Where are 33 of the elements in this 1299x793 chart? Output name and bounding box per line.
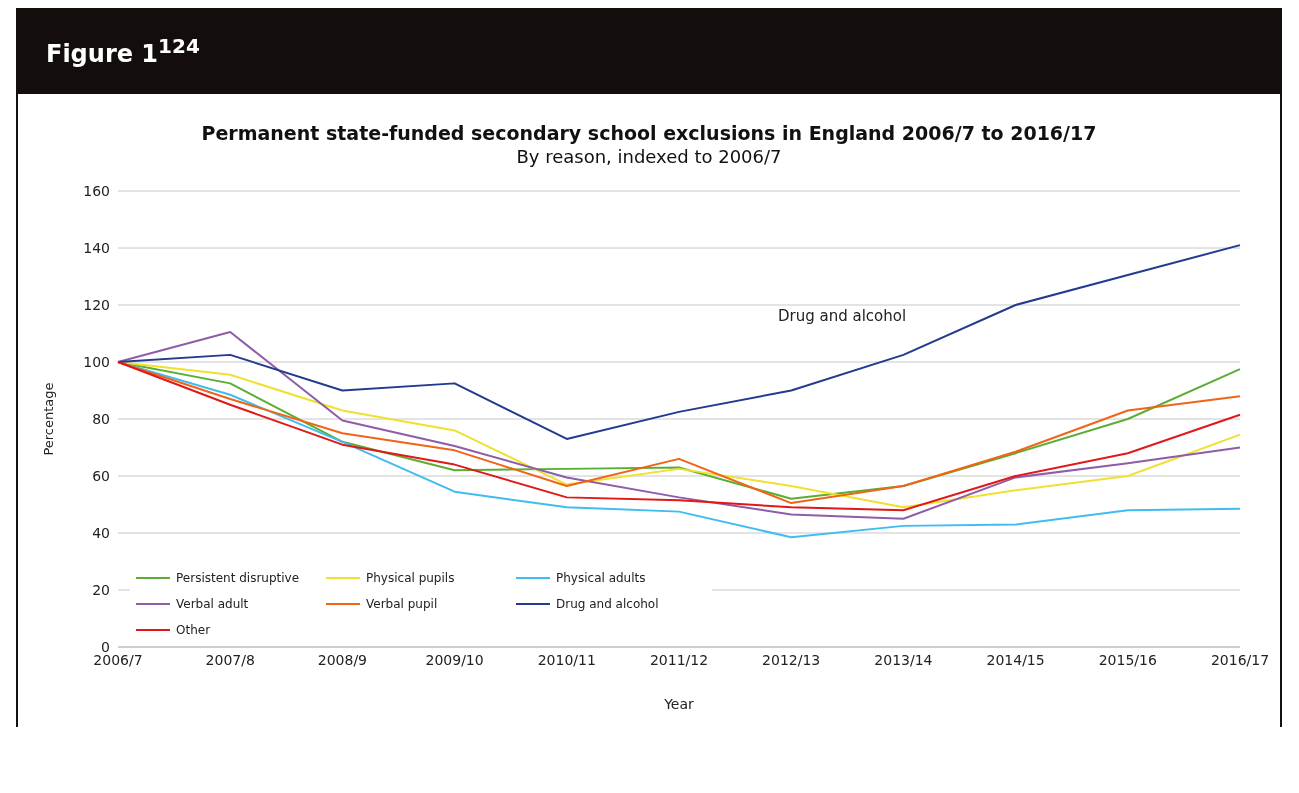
annotation: Drug and alcohol [778, 307, 907, 325]
x-tick-label: 2015/16 [1098, 651, 1157, 668]
y-tick-label: 20 [92, 581, 110, 598]
legend-label: Other [176, 623, 211, 637]
y-tick-label: 120 [83, 296, 110, 313]
x-tick-label: 2008/9 [317, 651, 368, 668]
legend-label: Physical adults [556, 571, 646, 585]
legend-label: Verbal adult [176, 597, 249, 611]
legend-label: Drug and alcohol [556, 597, 659, 611]
y-tick-label: 60 [92, 467, 110, 484]
x-tick-label: 2016/17 [1210, 651, 1270, 668]
y-tick-label: 40 [92, 524, 110, 541]
x-tick-label: 2012/13 [762, 651, 821, 668]
caption: Figure 1$^{124}$ [46, 34, 200, 68]
y-tick-label: 100 [83, 353, 110, 370]
chart-title: Permanent state-funded secondary school exclusions in England 2006/7 to 2016/17 [200, 121, 1098, 144]
line-series [117, 331, 1241, 520]
x-tick-label: 2013/14 [874, 651, 933, 668]
line-series [117, 244, 1241, 440]
x-tick-label: 2011/12 [649, 651, 709, 668]
y-tick-label: 160 [83, 182, 110, 199]
x-tick-label: 2010/11 [537, 651, 596, 668]
y-tick-label: 80 [92, 410, 110, 427]
y-axis-title: Percentage [40, 382, 56, 456]
x-tick-label: 2007/8 [205, 651, 255, 668]
legend-label: Physical pupils [366, 571, 455, 585]
y-tick-label: 140 [83, 239, 110, 256]
legend-label: Persistent disruptive [176, 571, 300, 585]
legend-label: Verbal pupil [366, 597, 438, 611]
chart-subtitle: By reason, indexed to 2006/7 [515, 146, 783, 167]
x-tick-label: 2014/15 [986, 651, 1045, 668]
x-tick-label: 2009/10 [425, 651, 484, 668]
x-axis-title: Year [663, 696, 695, 712]
